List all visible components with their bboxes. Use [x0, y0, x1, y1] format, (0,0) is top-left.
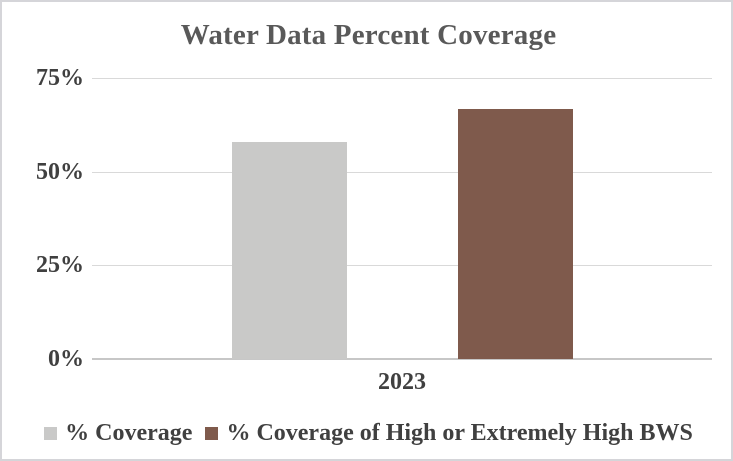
y-tick-label: 0%	[48, 346, 84, 372]
legend: % Coverage % Coverage of High or Extremel…	[2, 420, 731, 447]
legend-item-0: % Coverage	[44, 420, 192, 447]
chart-title: Water Data Percent Coverage	[180, 19, 557, 51]
plot-area: 0% 25% 50% 75%	[36, 66, 712, 371]
legend-swatch-icon	[205, 427, 219, 440]
gridline-75%	[92, 78, 712, 79]
legend-swatch-icon	[44, 427, 58, 440]
y-tick-label: 25%	[36, 252, 84, 279]
gridline-25%	[92, 265, 712, 267]
bar-series-1	[458, 109, 573, 359]
legend-label: % Coverage of High or Extremely High BWS	[226, 420, 693, 446]
legend-item-1: % Coverage of High or Extremely High BWS	[205, 420, 693, 447]
bar-series-0	[232, 142, 347, 359]
y-tick-label: 75%	[36, 65, 84, 91]
x-axis-line	[92, 358, 712, 360]
gridline-50%	[92, 171, 712, 173]
legend-label: % Coverage	[65, 420, 193, 446]
x-axis-category-label: 2023	[378, 369, 426, 395]
y-tick-label: 50%	[36, 158, 84, 185]
